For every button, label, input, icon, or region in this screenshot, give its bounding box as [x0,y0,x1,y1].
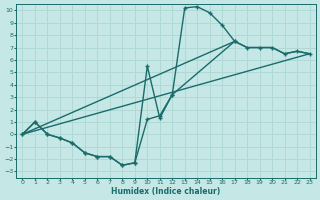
X-axis label: Humidex (Indice chaleur): Humidex (Indice chaleur) [111,187,220,196]
